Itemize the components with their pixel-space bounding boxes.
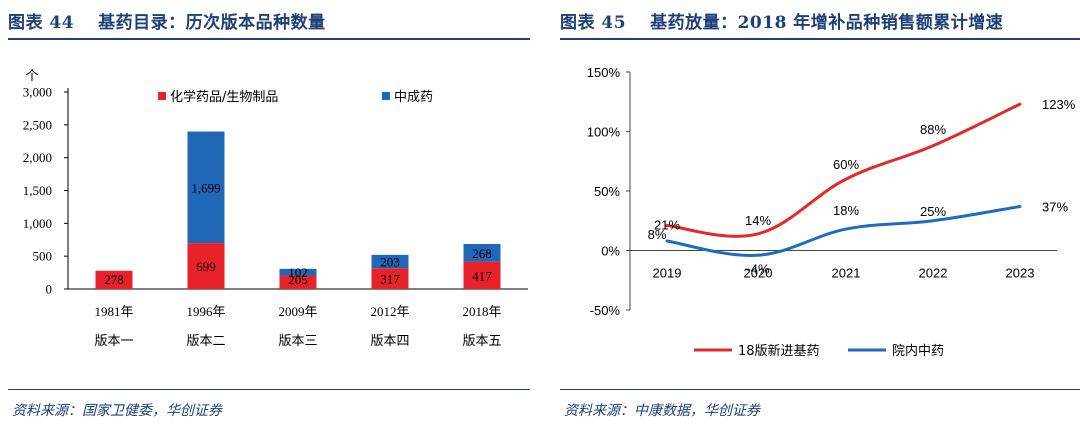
bar-legend-swatch — [382, 92, 390, 100]
bar-segment-tcm — [463, 244, 501, 262]
bar-segment-chemical — [95, 270, 133, 289]
line-data-label: 25% — [920, 204, 946, 219]
bar-data-label: 317 — [380, 272, 400, 287]
line-data-label: 37% — [1042, 199, 1068, 214]
bar-y-tick-label: 3,000 — [23, 85, 52, 100]
line-x-tick-label: 2022 — [919, 266, 948, 281]
bar-x-subcategory-label: 版本五 — [462, 333, 501, 348]
line-data-label: 21% — [654, 218, 680, 233]
line-x-tick-label: 2021 — [832, 266, 861, 281]
bar-data-label: 268 — [472, 246, 492, 261]
bar-y-tick-label: 1,500 — [23, 183, 52, 198]
bar-data-label: 699 — [196, 259, 216, 274]
bar-segment-tcm — [371, 254, 409, 269]
bar-legend-label: 化学药品/生物制品 — [170, 89, 278, 105]
bar-segment-chemical — [279, 275, 317, 289]
bar-x-subcategory-label: 版本二 — [186, 333, 225, 348]
bar-x-tick-label: 1996年 — [186, 304, 225, 319]
line-y-tick-label: -50% — [590, 303, 621, 318]
right-figure-caption: 基药放量：2018 年增补品种销售额累计增速 — [650, 13, 1004, 33]
right-figure-number: 图表 45 — [560, 13, 627, 33]
line-data-label: -4% — [746, 261, 770, 276]
right-source-rule — [560, 389, 1080, 390]
bar-x-subcategory-label: 版本一 — [94, 333, 133, 348]
right-title-rule — [560, 38, 1080, 40]
bar-legend-label: 中成药 — [394, 90, 433, 105]
bar-segment-chemical — [463, 261, 501, 289]
bar-segment-chemical — [371, 268, 409, 289]
right-source-note: 资料来源：中康数据，华创证券 — [564, 403, 760, 419]
line-data-label: 14% — [745, 213, 771, 228]
bar-data-label: 278 — [104, 272, 124, 287]
line-x-tick-label: 2020 — [744, 266, 773, 281]
line-series-new-essential-drugs — [665, 102, 1022, 238]
bar-segment-tcm — [187, 131, 225, 244]
left-figure-panel: 图表 44 基药目录：历次版本品种数量 个 0 500 1,000 1,500 2,000 2… — [0, 0, 530, 426]
left-title-rule — [8, 38, 530, 40]
line-x-tick-label: 2023 — [1006, 266, 1035, 281]
right-figure-title: 图表 45 基药放量：2018 年增补品种销售额累计增速 — [560, 8, 1003, 33]
bar-y-tick-label: 1,000 — [23, 216, 52, 231]
bar-segment-chemical — [187, 243, 225, 289]
line-y-tick-label: 150% — [587, 65, 621, 80]
bar-chart: 个 0 500 1,000 1,500 2,000 2,500 3,000 278 1981年版本… — [23, 69, 528, 348]
line-y-tick-label: 100% — [587, 125, 621, 140]
bar-x-subcategory-label: 版本四 — [370, 333, 409, 348]
bar-legend-swatch — [158, 92, 166, 100]
bar-x-tick-label: 2012年 — [370, 304, 409, 319]
left-source-rule — [8, 389, 530, 390]
left-figure-title: 图表 44 基药目录：历次版本品种数量 — [8, 8, 326, 33]
bar-data-label: 205 — [288, 272, 308, 287]
right-figure-panel: 图表 45 基药放量：2018 年增补品种销售额累计增速 -50% 0% 50% 100… — [552, 0, 1080, 426]
line-x-tick-label: 2019 — [653, 266, 682, 281]
bar-y-tick-label: 0 — [46, 282, 53, 297]
bar-y-tick-label: 2,500 — [23, 117, 52, 132]
bar-segment-tcm — [279, 268, 317, 276]
line-series-hospital-tcm — [665, 204, 1022, 257]
bar-x-tick-label: 2009年 — [278, 304, 317, 319]
bar-data-label: 203 — [380, 255, 400, 270]
bar-x-tick-label: 2018年 — [462, 304, 501, 319]
line-data-label: 60% — [833, 157, 859, 172]
bar-y-tick-label: 2,000 — [23, 150, 52, 165]
bar-x-tick-label: 1981年 — [94, 304, 133, 319]
bar-data-label: 1,699 — [191, 180, 220, 195]
left-figure-number: 图表 44 — [8, 13, 75, 33]
bar-y-unit: 个 — [25, 69, 38, 84]
bar-x-subcategory-label: 版本三 — [278, 333, 317, 348]
line-data-label: 88% — [920, 122, 946, 137]
line-y-tick-label: 50% — [594, 184, 620, 199]
line-legend-label: 18版新进基药 — [738, 343, 820, 359]
bar-y-tick-label: 500 — [33, 249, 53, 264]
line-data-label: 18% — [833, 203, 859, 218]
bar-data-label: 417 — [472, 268, 492, 283]
line-data-label: 8% — [648, 227, 667, 242]
bar-data-label: 102 — [288, 265, 308, 280]
left-source-note: 资料来源：国家卫健委，华创证券 — [12, 403, 222, 419]
left-figure-caption: 基药目录：历次版本品种数量 — [98, 13, 326, 33]
line-chart: -50% 0% 50% 100% 150% 2019 2020 2021 2022 2023 21%… — [587, 65, 1076, 359]
line-data-label: 123% — [1042, 97, 1076, 112]
line-legend-label: 院内中药 — [892, 343, 944, 359]
line-y-tick-label: 0% — [601, 244, 620, 259]
